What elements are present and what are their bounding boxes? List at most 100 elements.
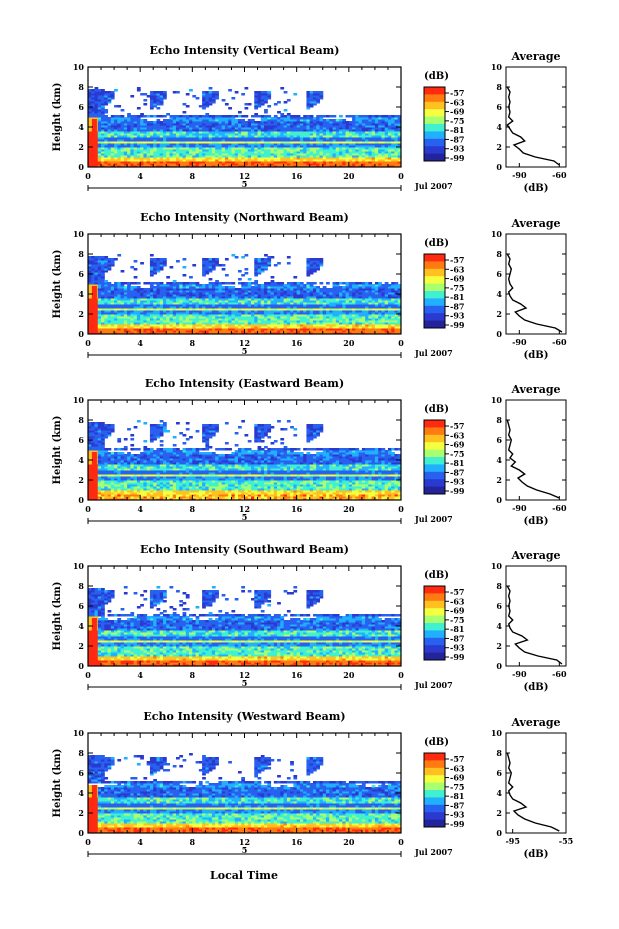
heatmap-cell xyxy=(234,147,239,150)
heatmap-cell xyxy=(130,332,135,335)
heatmap-cell xyxy=(224,141,229,144)
heatmap-cell xyxy=(293,127,298,130)
heatmap-cell xyxy=(149,129,154,132)
heatmap-cell xyxy=(192,320,197,323)
heatmap-cell xyxy=(378,135,382,138)
heatmap-cell xyxy=(306,151,311,154)
heatmap-cell xyxy=(234,306,239,309)
heatmap-cell xyxy=(322,153,327,156)
heatmap-cell xyxy=(221,99,226,102)
heatmap-cell xyxy=(335,145,340,148)
heatmap-cell xyxy=(94,103,99,106)
heatmap-cell xyxy=(257,286,262,289)
heatmap-cell xyxy=(120,139,125,142)
heatmap-cell xyxy=(394,155,399,158)
heatmap-cell xyxy=(140,139,144,142)
heatmap-cell xyxy=(257,328,262,331)
heatmap-cell xyxy=(273,123,278,126)
heatmap-cell xyxy=(306,314,311,317)
heatmap-cell xyxy=(260,101,265,104)
heatmap-cell xyxy=(221,157,226,160)
heatmap-cell xyxy=(264,155,268,158)
heatmap-cell xyxy=(195,139,200,142)
heatmap-cell xyxy=(176,284,180,287)
heatmap-cell xyxy=(244,284,249,287)
heatmap-cell xyxy=(123,147,128,150)
heatmap-cell xyxy=(260,326,265,329)
heatmap-cell xyxy=(162,151,167,154)
heatmap-cell xyxy=(394,149,399,152)
heatmap-cell xyxy=(306,306,311,309)
heatmap-cell xyxy=(192,326,197,329)
heatmap-cell xyxy=(312,328,317,331)
heatmap-cell xyxy=(224,286,229,289)
heatmap-cell xyxy=(133,157,138,160)
heatmap-cell xyxy=(143,161,148,164)
heatmap-cell xyxy=(208,141,213,144)
heatmap-cell xyxy=(273,155,278,158)
heatmap-cell xyxy=(378,165,382,168)
heatmap-cell xyxy=(306,149,311,152)
heatmap-cell xyxy=(130,155,135,158)
heatmap-cell xyxy=(130,161,135,164)
heatmap-cell xyxy=(136,115,141,118)
heatmap-cell xyxy=(101,258,105,261)
heatmap-cell xyxy=(205,330,210,333)
heatmap-cell xyxy=(241,320,245,323)
heatmap-cell xyxy=(91,284,96,287)
heatmap-cell xyxy=(169,159,174,162)
heatmap-cell xyxy=(237,310,242,313)
heatmap-cell xyxy=(104,300,109,303)
heatmap-cell xyxy=(339,121,343,124)
heatmap-cell xyxy=(319,326,324,329)
heatmap-cell xyxy=(189,286,193,289)
heatmap-cell xyxy=(286,117,291,120)
heatmap-cell xyxy=(123,288,128,291)
heatmap-cell xyxy=(182,284,187,287)
heatmap-cell xyxy=(107,332,112,335)
heatmap-cell xyxy=(136,302,141,305)
heatmap-cell xyxy=(211,304,216,307)
heatmap-cell xyxy=(293,137,298,140)
heatmap-cell xyxy=(397,149,402,152)
heatmap-cell xyxy=(283,145,288,148)
heatmap-cell xyxy=(365,145,369,148)
heatmap-cell xyxy=(309,296,314,299)
heatmap-cell xyxy=(303,298,307,301)
heatmap-cell xyxy=(326,163,330,166)
heatmap-cell xyxy=(140,324,144,327)
heatmap-cell xyxy=(244,302,249,305)
heatmap-cell xyxy=(117,127,122,130)
heatmap-cell xyxy=(257,310,262,313)
heatmap-cell xyxy=(283,159,288,162)
heatmap-cell xyxy=(335,129,340,132)
heatmap-cell xyxy=(371,157,376,160)
heatmap-cell xyxy=(162,163,167,166)
heatmap-cell xyxy=(182,296,187,299)
heatmap-cell xyxy=(329,163,334,166)
heatmap-cell xyxy=(355,159,360,162)
heatmap-cell xyxy=(277,141,281,144)
heatmap-cell xyxy=(283,322,288,325)
heatmap-cell xyxy=(149,133,154,136)
heatmap-cell xyxy=(303,157,307,160)
heatmap-cell xyxy=(326,149,330,152)
heatmap-cell xyxy=(215,139,219,142)
heatmap-cell xyxy=(140,129,144,132)
heatmap-cell xyxy=(355,161,360,164)
heatmap-cell xyxy=(192,161,197,164)
heatmap-cell xyxy=(218,330,223,333)
heatmap-cell xyxy=(198,159,203,162)
heatmap-cell xyxy=(234,129,239,132)
heatmap-cell xyxy=(202,103,206,106)
heatmap-cell xyxy=(88,137,92,140)
heatmap-cell xyxy=(322,306,327,309)
heatmap-cell xyxy=(277,324,281,327)
heatmap-cell xyxy=(303,131,307,134)
heatmap-cell xyxy=(352,137,356,140)
heatmap-cell xyxy=(101,109,105,112)
heatmap-cell xyxy=(228,288,232,291)
heatmap-cell xyxy=(101,266,105,269)
heatmap-cell xyxy=(205,296,210,299)
heatmap-cell xyxy=(267,308,272,311)
